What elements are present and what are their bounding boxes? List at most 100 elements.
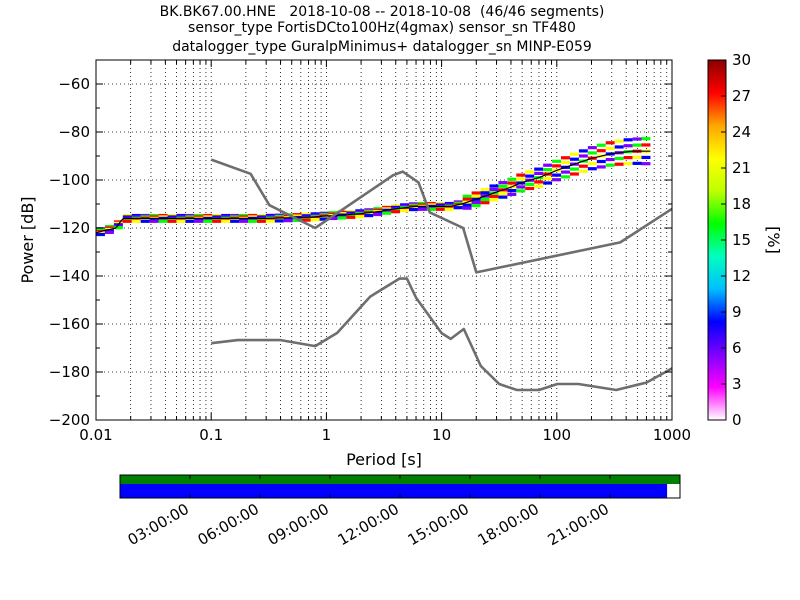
psd-cell <box>480 197 490 201</box>
x-tick-label: 1000 <box>653 426 691 444</box>
psd-cell <box>462 203 472 207</box>
psd-cell <box>149 219 159 223</box>
y-tick-label: −120 <box>49 219 90 237</box>
psd-cell <box>444 207 454 211</box>
psd-histogram <box>95 137 651 237</box>
coverage-tick-label: 18:00:00 <box>475 500 542 549</box>
psd-cell <box>489 184 499 188</box>
psd-cell <box>346 215 356 219</box>
psd-cell <box>605 163 615 167</box>
psd-cell <box>614 156 624 161</box>
colorbar-label: [%] <box>764 226 783 254</box>
psd-cell <box>641 143 651 147</box>
psd-cell <box>543 181 553 185</box>
coverage-tick-label: 12:00:00 <box>335 500 402 549</box>
psd-cell <box>221 219 231 223</box>
psd-cell <box>212 219 222 223</box>
psd-cell <box>587 167 597 171</box>
psd-cell <box>525 174 535 178</box>
colorbar-tick-label: 27 <box>732 87 751 105</box>
psd-cell <box>498 181 508 185</box>
coverage-top-band <box>120 475 680 484</box>
psd-cell <box>641 162 651 166</box>
psd-cell <box>471 191 481 195</box>
psd-cell <box>310 218 320 222</box>
psd-cell <box>569 172 579 176</box>
psd-cell <box>569 167 579 171</box>
y-axis-label: Power [dB] <box>18 196 37 283</box>
title-line-1: BK.BK67.00.HNE 2018-10-08 -- 2018-10-08 … <box>160 4 605 20</box>
psd-cell <box>471 194 481 198</box>
psd-cell <box>462 206 472 210</box>
psd-cell <box>507 177 517 181</box>
x-tick-label: 10 <box>432 426 451 444</box>
psd-cell <box>337 216 347 220</box>
psd-cell <box>561 160 570 165</box>
nlnm-curve <box>211 277 673 392</box>
psd-cell <box>104 230 114 234</box>
psd-cell <box>489 198 499 202</box>
psd-cell <box>596 143 606 147</box>
psd-cell <box>632 137 642 141</box>
psd-cell <box>471 200 481 205</box>
psd-cell <box>158 219 168 223</box>
colorbar-tick-label: 9 <box>732 303 742 321</box>
psd-cell <box>328 216 338 221</box>
psd-cell <box>641 137 651 141</box>
title-line-2: sensor_type FortisDCto100Hz(4gmax) senso… <box>188 20 576 36</box>
psd-cell <box>489 194 499 198</box>
psd-cell <box>408 207 418 212</box>
x-axis-label: Period [s] <box>346 450 422 469</box>
x-tick-label: 100 <box>542 426 571 444</box>
psd-cell <box>391 210 401 214</box>
psd-cell <box>400 209 409 213</box>
psd-cell <box>274 219 284 223</box>
psd-cell <box>605 141 615 145</box>
psd-cell <box>122 219 132 223</box>
title-line-3: datalogger_type GuralpMinimus+ datalogge… <box>172 39 592 55</box>
psd-cell <box>265 219 275 223</box>
psd-cell <box>534 167 544 171</box>
plot-background <box>96 60 672 420</box>
psd-cell <box>587 161 597 166</box>
psd-cell <box>480 191 490 195</box>
psd-cell <box>623 161 633 166</box>
psd-cell <box>498 191 508 196</box>
psd-cell <box>525 186 535 191</box>
psd-cell <box>516 185 526 189</box>
psd-cell <box>632 161 642 165</box>
axis-ticks: 0.01 0.1 1 10 100 1000 −60 −80 −100 −120 −140 −160 −… <box>49 60 691 444</box>
colorbar-tick-label: 15 <box>732 231 751 249</box>
colorbar-tick-label: 0 <box>732 411 742 429</box>
coverage-data-band <box>120 484 668 498</box>
psd-cell <box>516 189 526 193</box>
coverage-tick-label: 21:00:00 <box>545 500 612 549</box>
psd-cell <box>578 149 588 153</box>
y-tick-label: −140 <box>49 267 90 285</box>
psd-cell <box>230 219 240 223</box>
psd-cell <box>167 219 177 223</box>
plot-area: 0.01 0.1 1 10 100 1000 −60 −80 −100 −120 −140 −160 −… <box>49 59 691 444</box>
x-tick-label: 1 <box>322 426 332 444</box>
noise-models <box>210 158 673 392</box>
psd-cell <box>587 151 597 155</box>
psd-cell <box>525 182 535 186</box>
psd-cell <box>632 143 642 147</box>
psd-cell <box>623 138 633 142</box>
psd-cell <box>516 173 526 177</box>
psd-cell <box>507 192 517 196</box>
psd-cell <box>203 219 213 223</box>
psd-cell <box>605 146 615 150</box>
psd-cell <box>578 164 588 168</box>
psd-cell <box>185 219 195 223</box>
psd-cell <box>552 159 562 163</box>
psd-cell <box>641 155 651 160</box>
coverage-bar: 03:00:00 06:00:00 09:00:00 12:00:00 15:00:00… <box>119 474 681 549</box>
psd-cell <box>498 195 508 199</box>
psd-cell <box>417 207 427 211</box>
y-tick-label: −200 <box>49 411 90 429</box>
psd-cell <box>561 170 570 174</box>
y-tick-label: −180 <box>49 363 90 381</box>
psd-cell <box>561 156 570 160</box>
